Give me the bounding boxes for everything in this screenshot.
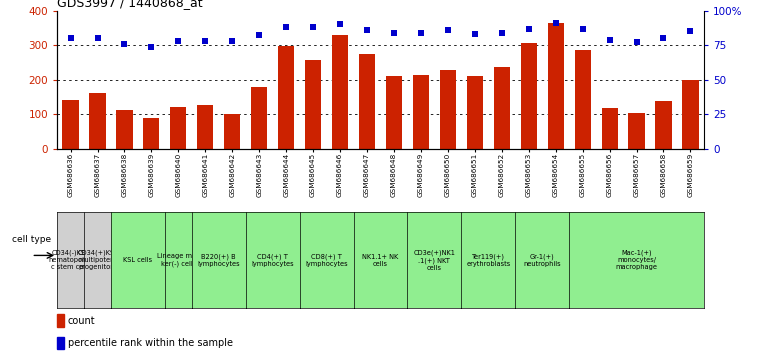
Text: Mac-1(+)
monocytes/
macrophage: Mac-1(+) monocytes/ macrophage xyxy=(616,250,658,270)
Text: CD34(-)KSL
hematopoieti
c stem cells: CD34(-)KSL hematopoieti c stem cells xyxy=(48,250,93,270)
Point xyxy=(469,31,481,37)
Point xyxy=(91,35,103,41)
Point xyxy=(603,37,616,42)
Point xyxy=(630,40,642,45)
Text: count: count xyxy=(68,316,96,326)
Bar xyxy=(224,114,240,149)
Point xyxy=(253,33,266,38)
Bar xyxy=(466,75,483,149)
Bar xyxy=(359,54,375,149)
Point xyxy=(442,27,454,33)
Bar xyxy=(197,104,213,149)
Text: CD34(+)KSL
multipotent
progenitors: CD34(+)KSL multipotent progenitors xyxy=(77,250,118,270)
Bar xyxy=(332,35,348,149)
Point xyxy=(307,24,319,30)
Bar xyxy=(305,59,321,149)
Text: B220(+) B
lymphocytes: B220(+) B lymphocytes xyxy=(197,253,240,267)
Bar xyxy=(57,314,64,327)
Text: Lineage mar
ker(-) cells: Lineage mar ker(-) cells xyxy=(158,253,199,267)
Point xyxy=(145,44,158,49)
Text: Ter119(+)
erythroblasts: Ter119(+) erythroblasts xyxy=(466,253,511,267)
Point xyxy=(199,38,212,44)
Text: CD4(+) T
lymphocytes: CD4(+) T lymphocytes xyxy=(251,253,294,267)
Bar xyxy=(629,113,645,149)
Point xyxy=(684,29,696,34)
Point xyxy=(415,30,427,35)
Point xyxy=(334,22,346,27)
Point xyxy=(549,20,562,26)
Text: CD8(+) T
lymphocytes: CD8(+) T lymphocytes xyxy=(305,253,348,267)
Bar xyxy=(116,110,132,149)
Point xyxy=(658,35,670,41)
Bar xyxy=(494,67,510,149)
Point xyxy=(523,26,535,32)
Text: percentile rank within the sample: percentile rank within the sample xyxy=(68,338,233,348)
Text: KSL cells: KSL cells xyxy=(123,257,152,263)
Bar xyxy=(548,23,564,149)
Point xyxy=(495,30,508,35)
Bar xyxy=(143,118,160,149)
Bar xyxy=(90,93,106,149)
Point xyxy=(65,35,77,41)
Point xyxy=(577,26,589,32)
Text: CD3e(+)NK1
.1(+) NKT
cells: CD3e(+)NK1 .1(+) NKT cells xyxy=(413,250,455,271)
Bar xyxy=(655,101,672,149)
Bar xyxy=(575,50,591,149)
Bar xyxy=(386,75,402,149)
Bar xyxy=(251,87,267,149)
Point xyxy=(388,30,400,35)
Text: GDS3997 / 1440868_at: GDS3997 / 1440868_at xyxy=(57,0,202,10)
Text: cell type: cell type xyxy=(12,235,51,244)
Point xyxy=(172,38,184,44)
Bar xyxy=(521,44,537,149)
Bar xyxy=(412,75,429,149)
Bar xyxy=(62,101,78,149)
Point xyxy=(280,24,292,30)
Point xyxy=(119,41,131,47)
Bar xyxy=(683,80,699,149)
Point xyxy=(226,38,238,44)
Bar xyxy=(170,107,186,149)
Bar xyxy=(278,46,295,149)
Bar xyxy=(601,108,618,149)
Bar xyxy=(440,70,456,149)
Bar xyxy=(57,337,64,349)
Point xyxy=(361,27,373,33)
Text: Gr-1(+)
neutrophils: Gr-1(+) neutrophils xyxy=(524,253,561,267)
Text: NK1.1+ NK
cells: NK1.1+ NK cells xyxy=(362,254,399,267)
